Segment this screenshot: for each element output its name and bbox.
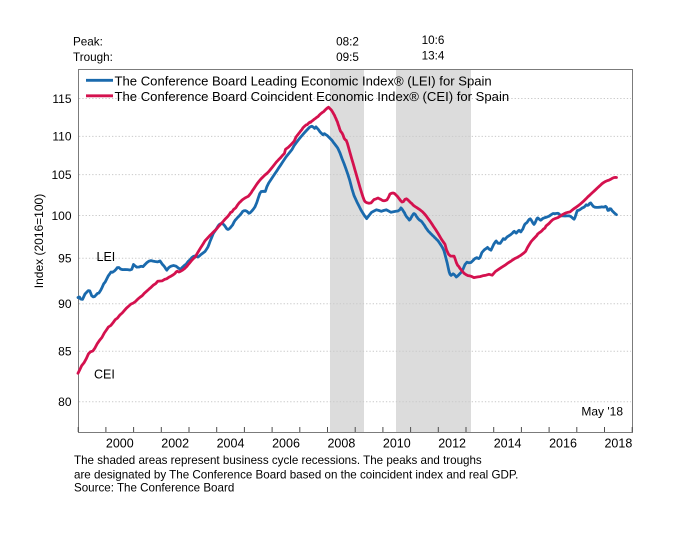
svg-text:May '18: May '18	[581, 404, 623, 418]
svg-text:2018: 2018	[604, 437, 632, 451]
svg-text:2016: 2016	[549, 437, 577, 451]
svg-text:105: 105	[51, 168, 71, 182]
svg-text:2004: 2004	[217, 437, 245, 451]
svg-text:2012: 2012	[438, 437, 466, 451]
svg-text:The Conference Board Leading E: The Conference Board Leading Economic In…	[115, 73, 492, 88]
svg-text:100: 100	[51, 209, 71, 223]
svg-text:13:4: 13:4	[422, 50, 445, 63]
svg-text:Peak:: Peak:	[73, 36, 103, 49]
svg-text:2010: 2010	[383, 437, 411, 451]
svg-text:LEI: LEI	[97, 250, 116, 264]
svg-text:09:5: 09:5	[336, 51, 359, 64]
svg-text:Trough:: Trough:	[73, 51, 113, 64]
svg-text:2000: 2000	[106, 437, 134, 451]
svg-text:2006: 2006	[272, 437, 300, 451]
svg-text:85: 85	[58, 345, 72, 359]
svg-text:Index (2016=100): Index (2016=100)	[32, 194, 46, 288]
svg-text:08:2: 08:2	[336, 36, 359, 49]
svg-text:are designated by The Conferen: are designated by The Conference Board b…	[74, 468, 518, 481]
svg-text:2008: 2008	[327, 437, 355, 451]
svg-text:95: 95	[58, 252, 72, 266]
svg-text:The Conference Board Coinciden: The Conference Board Coincident Economic…	[115, 89, 510, 104]
svg-text:110: 110	[52, 130, 71, 144]
svg-text:10:6: 10:6	[422, 34, 445, 47]
svg-text:CEI: CEI	[94, 367, 115, 381]
svg-text:The shaded areas represent bus: The shaded areas represent business cycl…	[74, 454, 482, 467]
svg-text:115: 115	[52, 92, 71, 106]
svg-text:Source: The Conference Board: Source: The Conference Board	[74, 482, 234, 495]
svg-text:80: 80	[58, 395, 72, 409]
svg-text:2014: 2014	[494, 437, 522, 451]
svg-text:90: 90	[58, 297, 72, 311]
svg-text:2002: 2002	[161, 437, 189, 451]
